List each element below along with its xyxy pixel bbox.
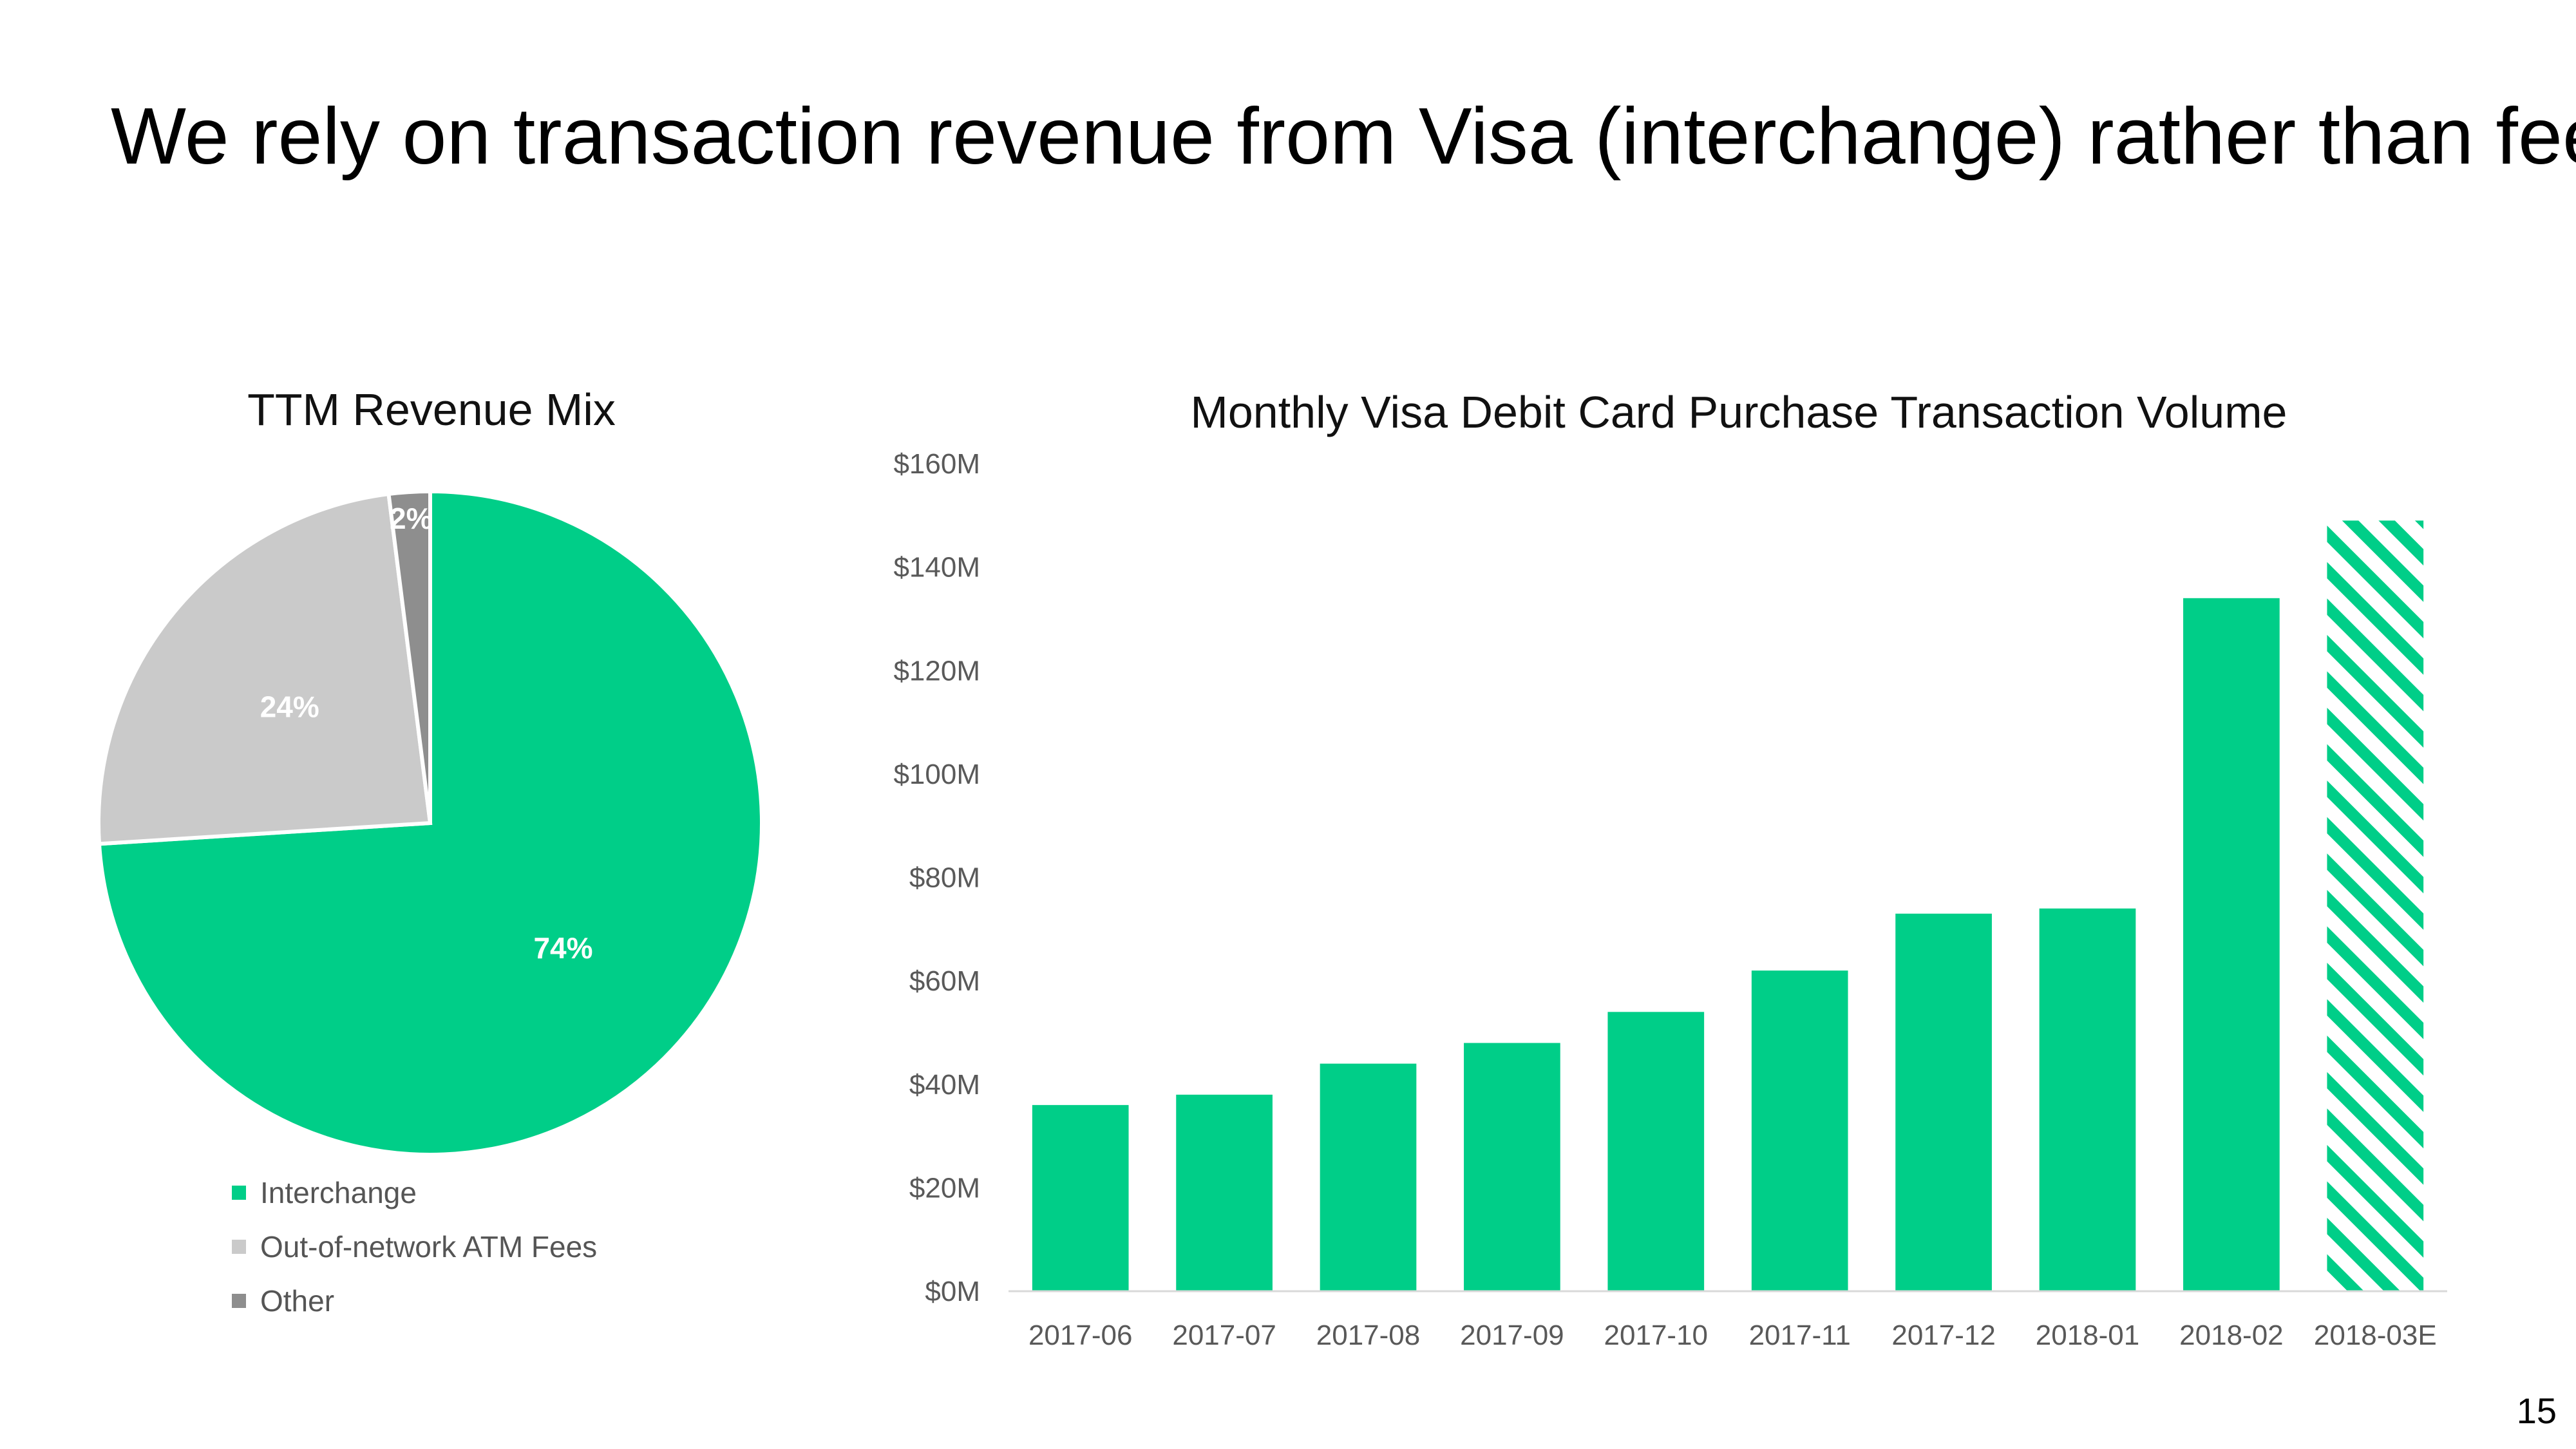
page-number: 15 [2516, 1390, 2557, 1431]
bar-2018-03e [2327, 520, 2424, 1291]
y-tick-label: $0M [925, 1276, 980, 1307]
pie-label-interchange: 74% [533, 931, 592, 965]
legend-swatch-atm-fees [232, 1240, 246, 1254]
y-tick-label: $160M [893, 448, 980, 480]
x-tick-label: 2017-08 [1316, 1320, 1420, 1351]
bar-2017-10 [1607, 1012, 1705, 1291]
legend-item-other: Other [232, 1274, 597, 1328]
x-tick-label: 2017-09 [1460, 1320, 1564, 1351]
pie-chart-title: TTM Revenue Mix [247, 384, 616, 435]
pie-legend: Interchange Out-of-network ATM Fees Othe… [232, 1166, 597, 1328]
bar-2017-09 [1464, 1043, 1560, 1291]
legend-label-interchange: Interchange [260, 1176, 417, 1209]
x-tick-label: 2017-12 [1891, 1320, 1995, 1351]
pie-label-other: 2% [390, 502, 432, 535]
legend-item-interchange: Interchange [232, 1166, 597, 1220]
legend-label-other: Other [260, 1284, 335, 1318]
bar-2017-06 [1032, 1104, 1129, 1291]
x-tick-label: 2018-03E [2314, 1320, 2437, 1351]
legend-swatch-interchange [232, 1186, 246, 1200]
y-tick-label: $40M [909, 1069, 980, 1101]
legend-item-atm-fees: Out-of-network ATM Fees [232, 1220, 597, 1274]
pie-label-out-of-network-atm-fees: 24% [260, 690, 319, 723]
bar-2017-08 [1320, 1063, 1417, 1291]
x-tick-label: 2017-06 [1028, 1320, 1132, 1351]
y-tick-label: $100M [893, 759, 980, 790]
x-tick-label: 2018-02 [2179, 1320, 2283, 1351]
bar-2018-02 [2183, 598, 2280, 1291]
slide-title: We rely on transaction revenue from Visa… [111, 92, 2576, 181]
pie-slice-out-of-network-atm-fees [97, 491, 433, 846]
y-tick-label: $20M [909, 1172, 980, 1204]
legend-swatch-other [232, 1294, 246, 1308]
x-tick-label: 2017-11 [1749, 1320, 1851, 1351]
bar-2017-07 [1176, 1094, 1273, 1291]
y-tick-label: $60M [909, 965, 980, 997]
x-tick-label: 2017-10 [1604, 1320, 1708, 1351]
y-tick-label: $140M [893, 552, 980, 583]
bar-chart-title: Monthly Visa Debit Card Purchase Transac… [1190, 387, 2287, 437]
y-tick-label: $120M [893, 655, 980, 687]
bar-2017-11 [1751, 971, 1848, 1291]
y-tick-label: $80M [909, 862, 980, 894]
bar-2017-12 [1895, 913, 1992, 1291]
bar-2018-01 [2039, 908, 2136, 1291]
x-tick-label: 2017-07 [1172, 1320, 1276, 1351]
x-tick-label: 2018-01 [2036, 1320, 2139, 1351]
legend-label-atm-fees: Out-of-network ATM Fees [260, 1230, 598, 1264]
pie-slice-other [386, 489, 432, 824]
